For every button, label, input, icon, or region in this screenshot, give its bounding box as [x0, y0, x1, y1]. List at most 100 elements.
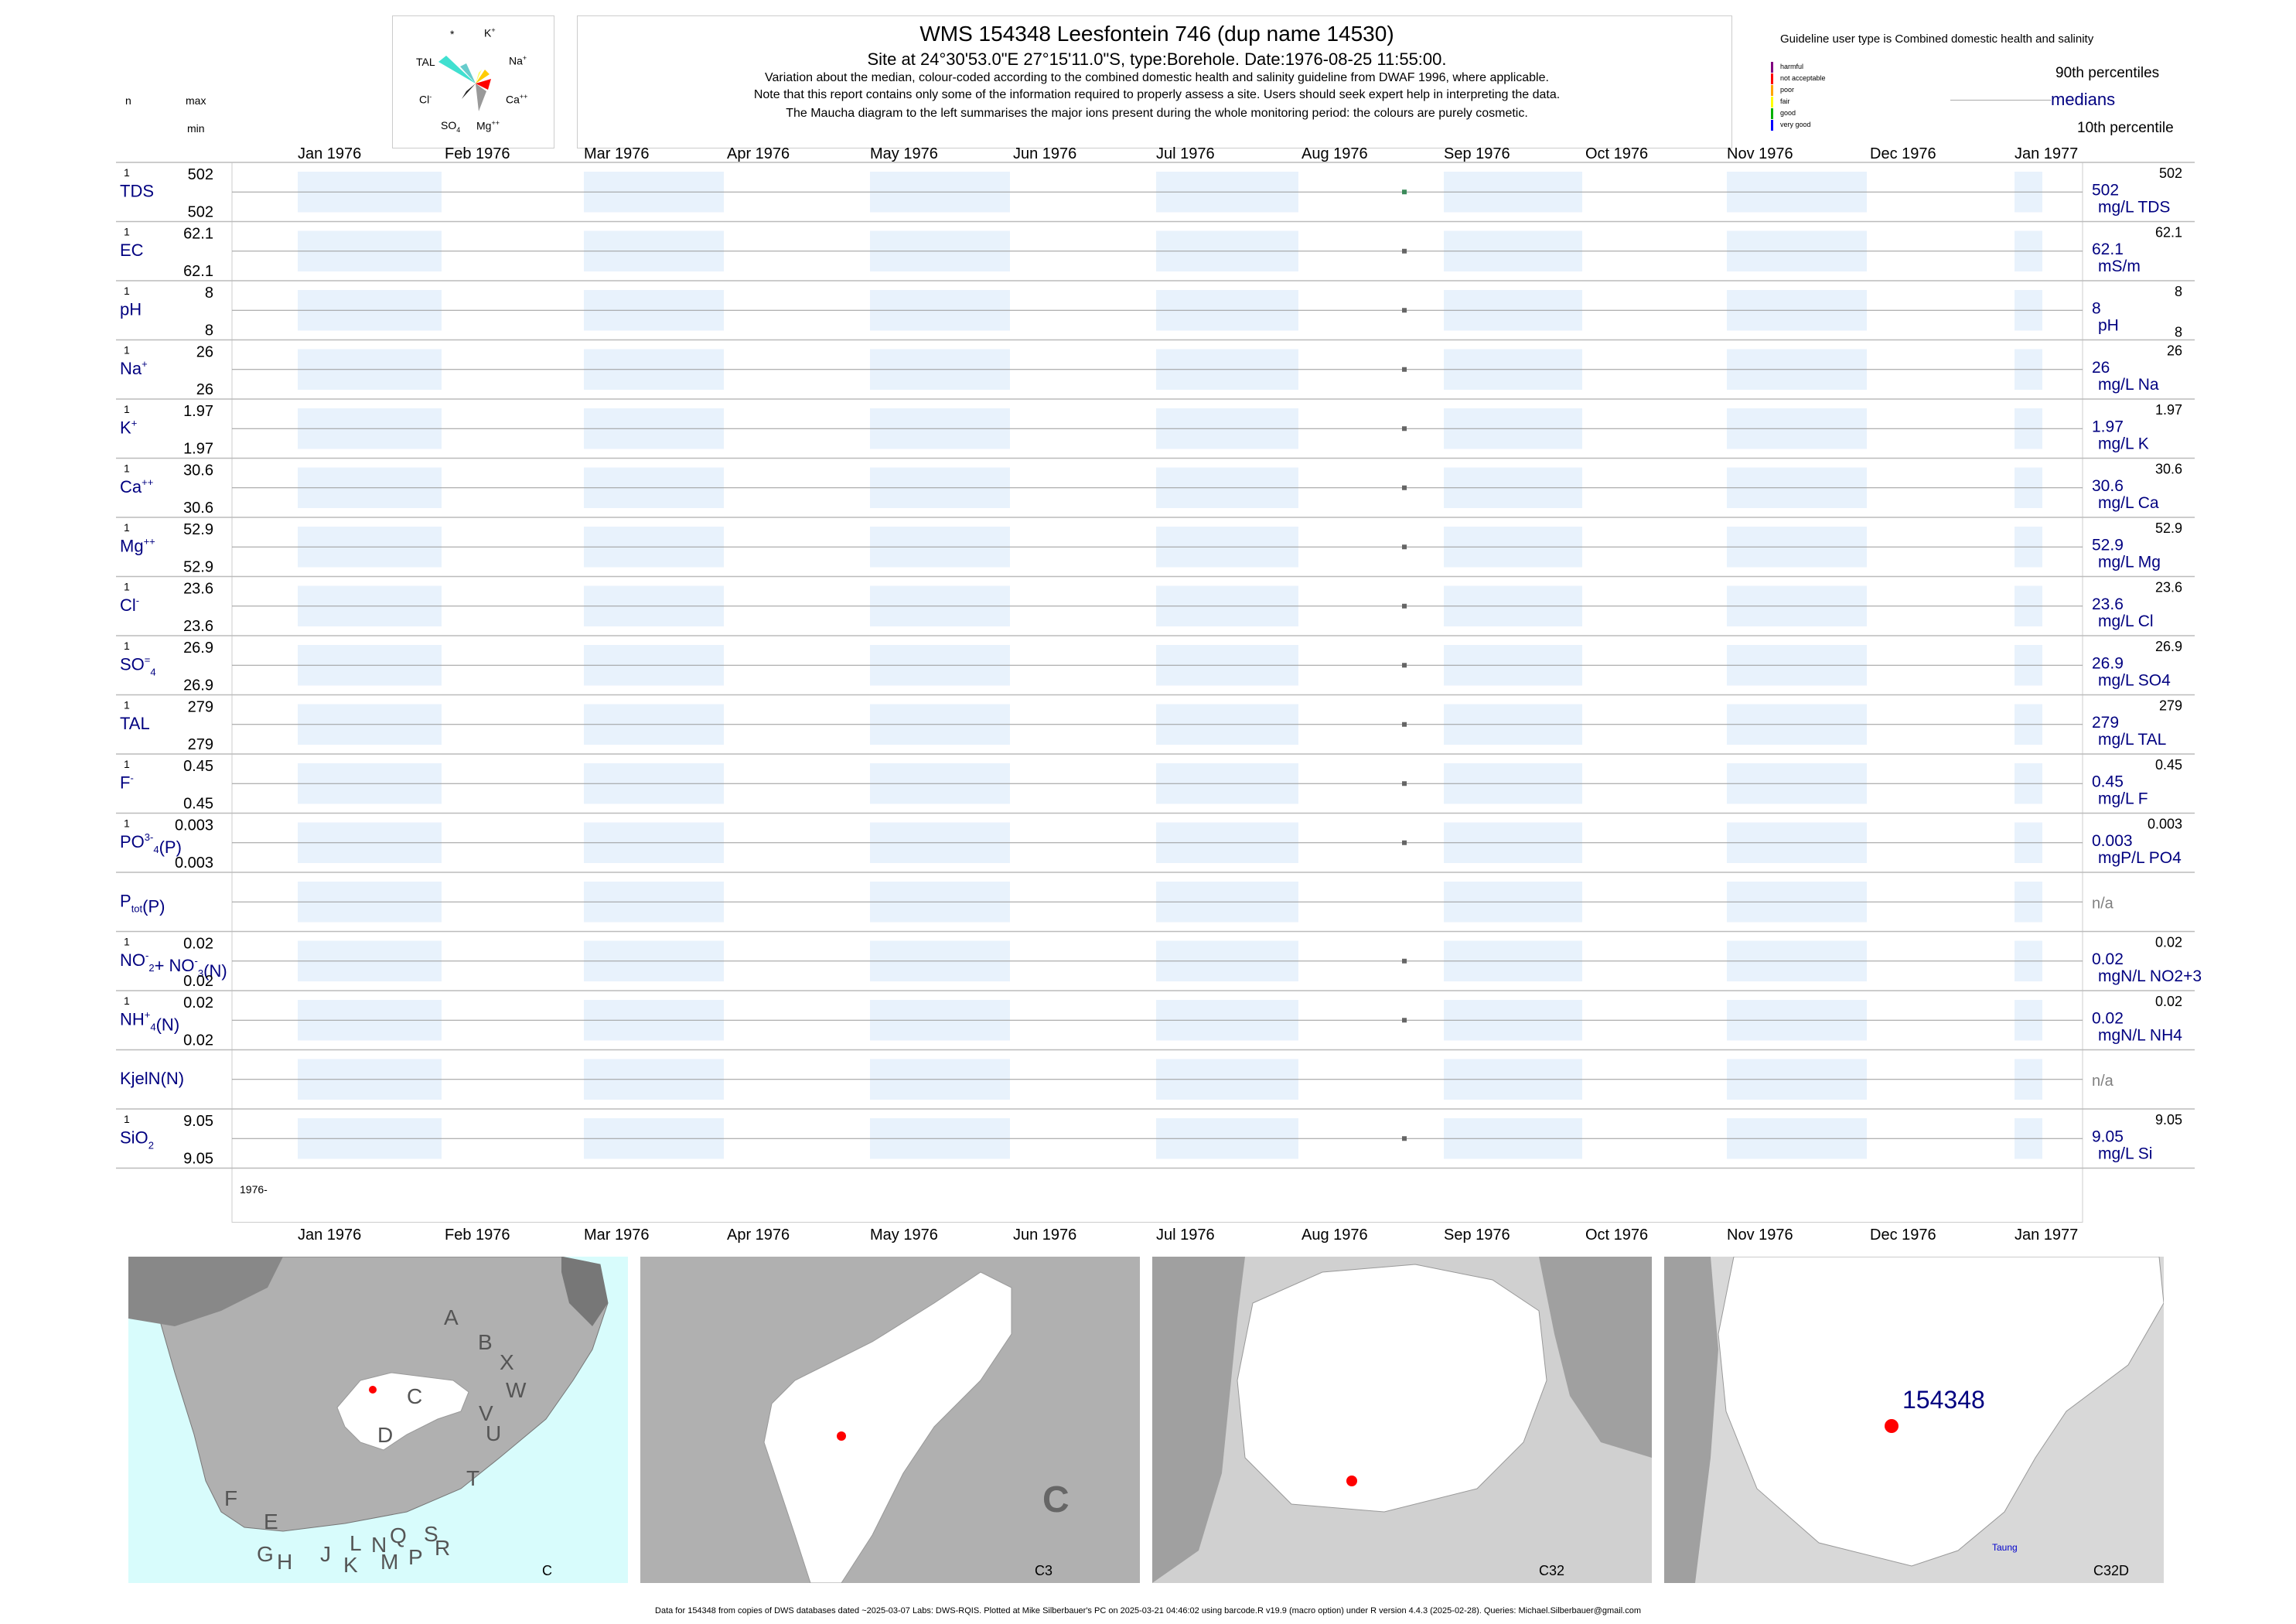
map3-label: C32 — [1539, 1563, 1564, 1578]
guideline-level-label: fair — [1780, 97, 1790, 105]
drainage-letter: G — [257, 1542, 274, 1566]
right-max-value: 502 — [2159, 165, 2182, 181]
row-min-value: 23.6 — [183, 618, 213, 635]
guideline-swatch — [1771, 108, 1773, 119]
c32-west — [1152, 1257, 1245, 1583]
right-max-value: 0.02 — [2155, 935, 2182, 950]
right-na-label: n/a — [2092, 1073, 2114, 1090]
drainage-letter: M — [380, 1550, 398, 1574]
right-min-value: 8 — [2175, 325, 2182, 340]
right-median-value: 0.02 — [2092, 950, 2124, 968]
drainage-letter: N — [371, 1533, 387, 1557]
sample-point — [1402, 722, 1407, 727]
min-header: min — [187, 122, 205, 135]
maucha-mg-label: Mg++ — [476, 119, 500, 132]
row-min-value: 62.1 — [183, 263, 213, 280]
maucha-mg-petal — [476, 79, 491, 90]
sample-count: 1 — [124, 1113, 130, 1125]
right-median-value: 0.02 — [2092, 1009, 2124, 1027]
c3-basin — [763, 1271, 1012, 1583]
sample-point — [1402, 544, 1407, 550]
maucha-cl-label: Cl- — [419, 93, 432, 106]
maucha-na-label: Na+ — [509, 54, 527, 67]
row-min-value: 502 — [188, 204, 213, 221]
median-line-sample — [1950, 100, 2051, 101]
parameter-label: PO3-4(P) — [120, 831, 182, 857]
sample-count: 1 — [124, 699, 130, 711]
sample-point — [1402, 958, 1407, 964]
right-max-value: 23.6 — [2155, 580, 2182, 595]
drainage-letter: V — [479, 1401, 493, 1425]
right-max-value: 0.003 — [2148, 817, 2182, 832]
sample-point — [1402, 1136, 1407, 1141]
row-max-value: 30.6 — [183, 462, 213, 479]
month-label-bottom: Feb 1976 — [445, 1227, 510, 1244]
maucha-diagram — [438, 56, 491, 111]
right-median-value: 0.45 — [2092, 773, 2124, 790]
parameter-label: K+ — [120, 417, 137, 437]
month-label-top: Sep 1976 — [1444, 145, 1510, 162]
month-label-top: Dec 1976 — [1870, 145, 1936, 162]
right-max-value: 0.45 — [2155, 757, 2182, 773]
sample-count: 1 — [124, 936, 130, 948]
drainage-letter: F — [224, 1486, 237, 1510]
sample-count: 1 — [124, 817, 130, 830]
month-label-bottom: Dec 1976 — [1870, 1227, 1936, 1244]
parameter-label: KjelN(N) — [120, 1069, 184, 1088]
drainage-letter: J — [320, 1542, 331, 1566]
drainage-letter: H — [277, 1550, 292, 1574]
note-maucha: The Maucha diagram to the left summarise… — [786, 107, 1528, 120]
right-na-label: n/a — [2092, 895, 2114, 912]
right-unit-label: mg/L Cl — [2098, 612, 2154, 630]
sample-point — [1402, 248, 1407, 254]
right-median-value: 30.6 — [2092, 477, 2124, 495]
row-max-value: 52.9 — [183, 521, 213, 538]
month-label-top: Jun 1976 — [1013, 145, 1076, 162]
sample-count: 1 — [124, 581, 130, 593]
guideline-level-label: poor — [1780, 86, 1795, 94]
max-header: max — [186, 94, 206, 107]
parameter-label: Cl- — [120, 595, 139, 615]
parameter-label: SiO2 — [120, 1128, 154, 1151]
c32d-basin — [1718, 1257, 2164, 1567]
month-label-bottom: Jan 1976 — [298, 1227, 361, 1244]
right-unit-label: mg/L TAL — [2098, 731, 2166, 749]
parameter-label: Na+ — [120, 358, 148, 378]
barcode-chart: Jan 1976 Jan 1976 Feb 1976 Feb 1976 Mar 1976… — [116, 145, 2202, 1244]
month-label-top: Mar 1976 — [584, 145, 650, 162]
town-label: Taung — [1992, 1542, 2018, 1553]
row-max-value: 26.9 — [183, 640, 213, 657]
month-label-bottom: Aug 1976 — [1302, 1227, 1368, 1244]
sample-point — [1402, 1018, 1407, 1023]
guideline-swatch — [1771, 120, 1773, 131]
row-min-value: 26 — [196, 381, 213, 398]
row-min-value: 0.003 — [175, 855, 213, 872]
right-unit-label: mgN/L NH4 — [2098, 1027, 2182, 1045]
drainage-letter: T — [466, 1466, 479, 1490]
c32-east — [1539, 1257, 1652, 1458]
right-max-value: 52.9 — [2155, 520, 2182, 536]
row-min-value: 0.45 — [183, 796, 213, 813]
maucha-na-petal — [460, 63, 476, 84]
sample-count: 1 — [124, 403, 130, 415]
medians-label: medians — [2051, 90, 2116, 109]
row-min-value: 0.02 — [183, 1032, 213, 1049]
sample-point — [1402, 308, 1407, 313]
drainage-letter: X — [500, 1350, 514, 1374]
month-label-bottom: Oct 1976 — [1585, 1227, 1648, 1244]
month-label-top: May 1976 — [870, 145, 938, 162]
row-max-value: 23.6 — [183, 581, 213, 598]
maucha-tal-label: TAL — [416, 56, 435, 68]
right-median-value: 0.003 — [2092, 832, 2133, 850]
month-label-top: Feb 1976 — [445, 145, 510, 162]
parameter-label: TDS — [120, 181, 154, 200]
right-unit-label: mg/L TDS — [2098, 199, 2170, 217]
row-max-value: 1.97 — [183, 403, 213, 420]
right-unit-label: mg/L Na — [2098, 376, 2159, 394]
right-median-value: 23.6 — [2092, 595, 2124, 613]
sample-point — [1402, 426, 1407, 432]
row-max-value: 0.02 — [183, 995, 213, 1012]
site-marker — [837, 1431, 846, 1441]
parameter-label: F- — [120, 772, 134, 792]
drainage-letter: L — [350, 1531, 362, 1555]
